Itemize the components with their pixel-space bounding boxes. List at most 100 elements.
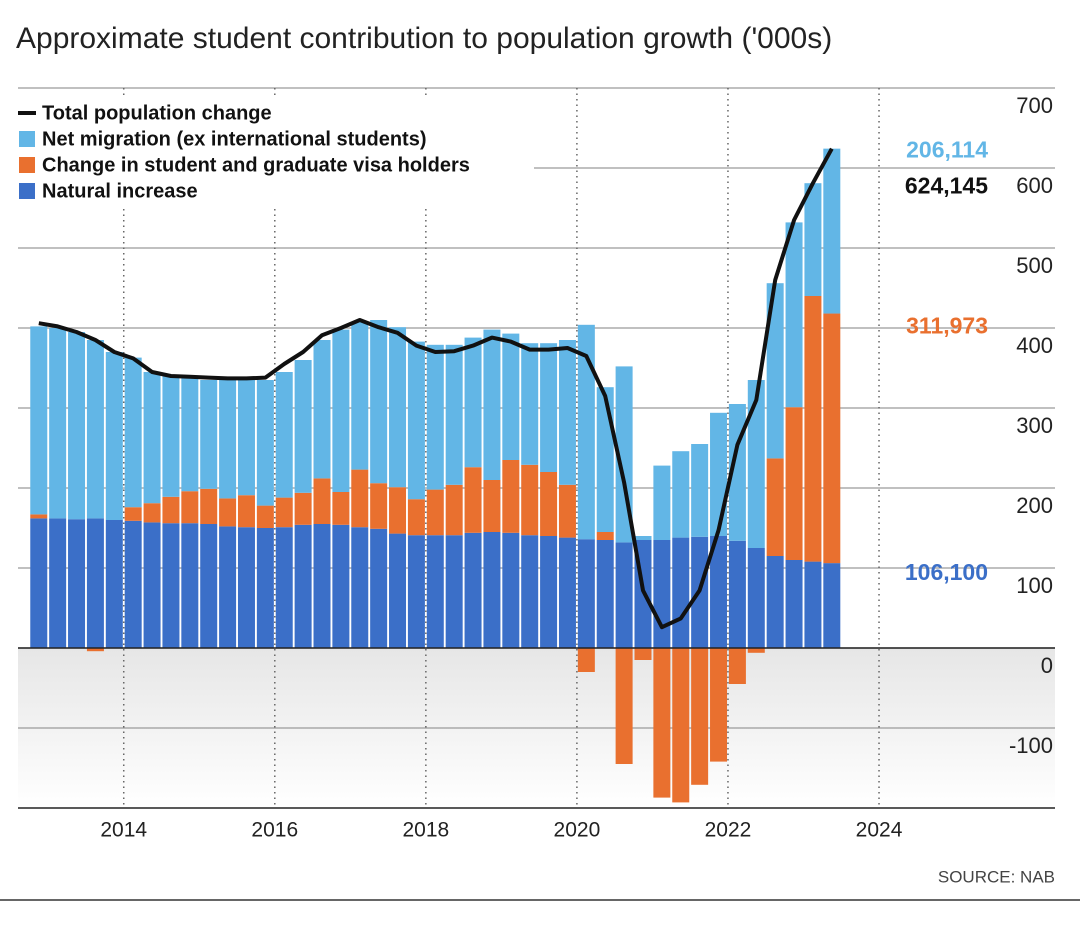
bar bbox=[577, 539, 595, 648]
bar bbox=[596, 387, 614, 532]
bar bbox=[313, 340, 331, 479]
bar bbox=[823, 313, 841, 564]
bar bbox=[219, 380, 237, 499]
bar bbox=[596, 532, 614, 540]
bar bbox=[86, 648, 104, 652]
x-tick-label: 2016 bbox=[251, 819, 298, 842]
legend-label: Total population change bbox=[42, 102, 272, 124]
bar bbox=[313, 524, 331, 648]
bar bbox=[691, 648, 709, 785]
bar bbox=[766, 458, 784, 556]
bar bbox=[256, 528, 274, 648]
bar bbox=[804, 561, 822, 648]
bar bbox=[710, 536, 728, 648]
bar bbox=[672, 537, 690, 648]
bar bbox=[464, 467, 482, 533]
legend-swatch bbox=[19, 131, 35, 147]
value-label: 206,114 bbox=[906, 137, 988, 163]
legend-label: Natural increase bbox=[42, 180, 198, 202]
y-tick-label: 300 bbox=[1016, 413, 1053, 438]
bar bbox=[219, 498, 237, 527]
bar bbox=[332, 492, 350, 525]
bar bbox=[313, 478, 331, 524]
bar bbox=[275, 497, 293, 528]
bar bbox=[785, 560, 803, 648]
bar bbox=[577, 324, 595, 540]
bar bbox=[502, 532, 520, 648]
y-tick-label: 200 bbox=[1016, 493, 1053, 518]
bar bbox=[804, 183, 822, 296]
bar bbox=[370, 528, 388, 648]
bar bbox=[124, 357, 142, 508]
bar bbox=[464, 532, 482, 648]
bar bbox=[181, 523, 199, 648]
bar bbox=[181, 491, 199, 524]
bar bbox=[351, 527, 369, 648]
bar bbox=[653, 648, 671, 798]
bar bbox=[30, 518, 48, 648]
bar bbox=[558, 340, 576, 485]
bar bbox=[710, 648, 728, 762]
bar bbox=[219, 526, 237, 648]
source: SOURCE: NAB bbox=[938, 867, 1055, 886]
bar bbox=[275, 527, 293, 648]
legend-label: Net migration (ex international students… bbox=[42, 128, 426, 150]
bar bbox=[162, 496, 180, 524]
x-tick-label: 2018 bbox=[402, 819, 449, 842]
y-tick-label: 500 bbox=[1016, 253, 1053, 278]
bar bbox=[200, 380, 218, 489]
bar bbox=[521, 464, 539, 536]
y-tick-label: 600 bbox=[1016, 173, 1053, 198]
bar bbox=[124, 520, 142, 648]
legend-swatch bbox=[19, 157, 35, 173]
bar bbox=[483, 532, 501, 648]
bar bbox=[30, 514, 48, 519]
bar bbox=[49, 328, 67, 519]
bar bbox=[370, 483, 388, 529]
bar bbox=[615, 648, 633, 764]
bar bbox=[728, 648, 746, 684]
bar bbox=[540, 536, 558, 648]
line bbox=[38, 147, 834, 630]
value-label: 624,145 bbox=[905, 173, 988, 199]
bar bbox=[445, 535, 463, 648]
bar bbox=[200, 524, 218, 648]
bar bbox=[596, 540, 614, 648]
bar bbox=[143, 372, 161, 504]
bar bbox=[521, 343, 539, 465]
bar bbox=[615, 542, 633, 648]
legend-background bbox=[12, 98, 534, 206]
bar bbox=[502, 333, 520, 460]
value-label: 311,973 bbox=[906, 313, 988, 339]
x-tick-label: 2024 bbox=[856, 819, 903, 842]
bar bbox=[445, 484, 463, 536]
bar bbox=[804, 296, 822, 562]
bar bbox=[105, 352, 123, 520]
bar bbox=[445, 344, 463, 485]
legend-label: Change in student and graduate visa hold… bbox=[42, 154, 470, 176]
bar bbox=[86, 340, 104, 519]
bar bbox=[634, 536, 652, 540]
x-tick-label: 2020 bbox=[554, 819, 601, 842]
bar bbox=[464, 337, 482, 468]
bar bbox=[426, 344, 444, 490]
bar bbox=[237, 495, 255, 528]
bar bbox=[672, 648, 690, 803]
bar bbox=[86, 518, 104, 648]
bar bbox=[407, 341, 425, 500]
bar bbox=[540, 472, 558, 536]
bar bbox=[351, 469, 369, 528]
bar bbox=[483, 480, 501, 532]
bar bbox=[653, 540, 671, 648]
bar bbox=[332, 329, 350, 492]
bar bbox=[30, 326, 48, 515]
bar bbox=[237, 527, 255, 648]
bar bbox=[766, 283, 784, 459]
bar bbox=[68, 519, 86, 648]
chart-title: Approximate student contribution to popu… bbox=[16, 22, 832, 55]
bar bbox=[124, 507, 142, 521]
bar bbox=[294, 360, 312, 493]
x-tick-label: 2022 bbox=[705, 819, 752, 842]
bar bbox=[785, 222, 803, 408]
